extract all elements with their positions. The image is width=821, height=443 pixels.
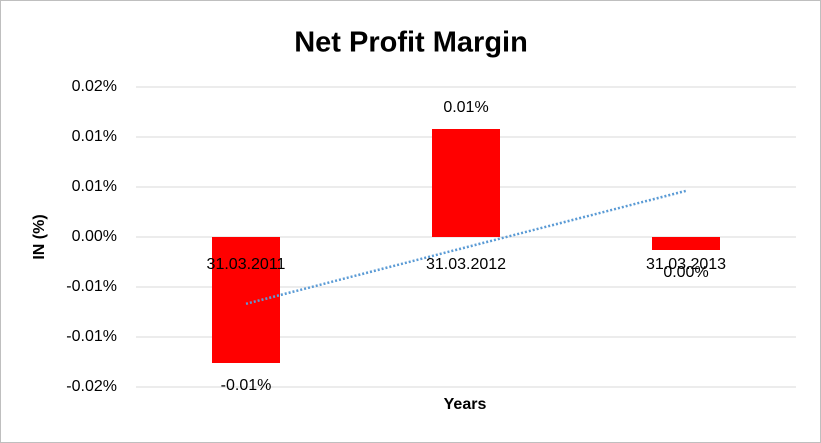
y-tick-label: -0.02%	[66, 378, 117, 395]
data-label: 0.00%	[663, 264, 708, 281]
data-label: -0.01%	[221, 377, 272, 394]
bar	[652, 237, 720, 250]
y-tick-label: -0.01%	[66, 278, 117, 295]
y-tick-label: 0.01%	[72, 128, 117, 145]
bar	[432, 129, 500, 237]
y-tick-label: 0.01%	[72, 178, 117, 195]
chart-title: Net Profit Margin	[294, 27, 528, 59]
y-axis-title: IN (%)	[31, 214, 48, 259]
x-tick-label: 31.03.2011	[207, 256, 286, 273]
y-tick-label: -0.01%	[66, 328, 117, 345]
data-label: 0.01%	[443, 99, 488, 116]
x-tick-label: 31.03.2012	[426, 256, 506, 273]
x-axis-title: Years	[444, 396, 487, 413]
y-tick-label: 0.02%	[72, 78, 117, 95]
bar	[212, 237, 280, 363]
x-tick-label: 31.03.2013	[646, 256, 726, 273]
y-tick-label: 0.00%	[72, 228, 117, 245]
